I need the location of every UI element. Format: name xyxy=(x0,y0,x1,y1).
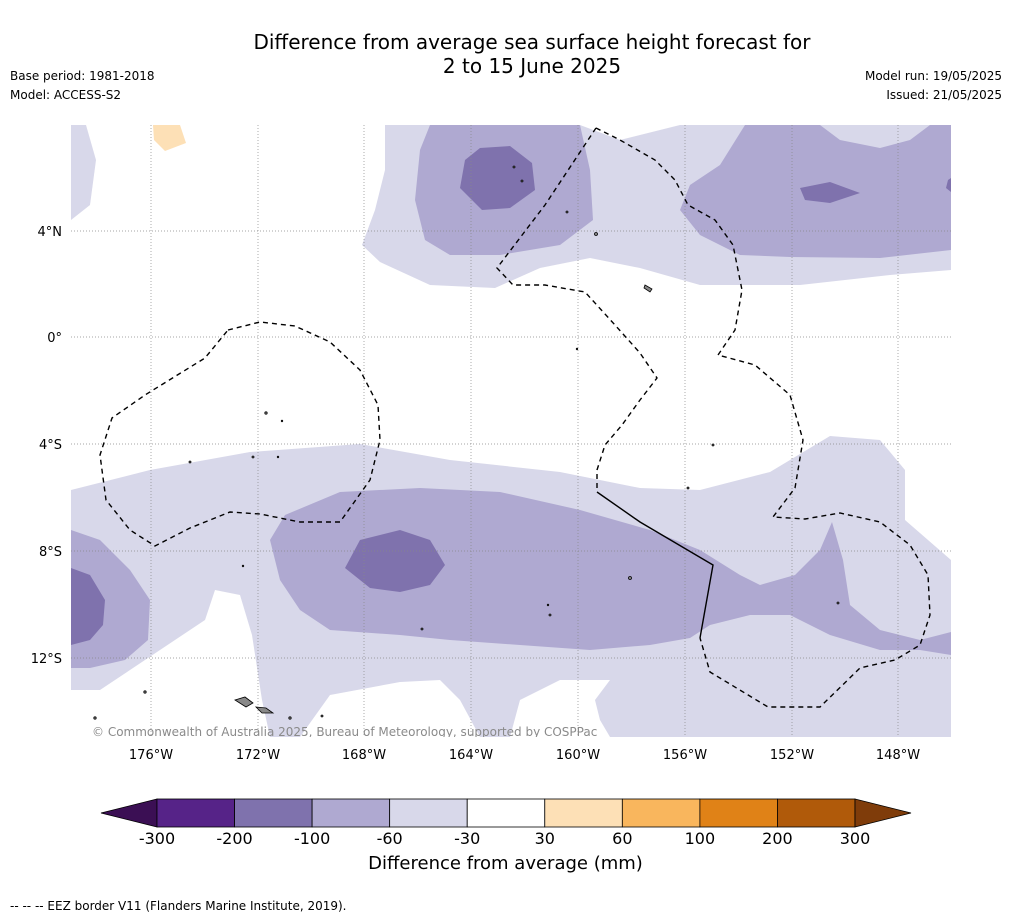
colorbar-segment xyxy=(777,798,856,828)
footer-note: -- -- -- EEZ border V11 (Flanders Marine… xyxy=(10,899,347,913)
lon-label: 164°W xyxy=(449,748,493,763)
lat-label: 0° xyxy=(47,331,62,346)
islands xyxy=(93,165,840,720)
lon-label: 152°W xyxy=(770,748,814,763)
colorbar-segment xyxy=(466,798,546,828)
colorbar-segment xyxy=(311,798,391,828)
colorbar-tick-label: -100 xyxy=(294,829,330,848)
colorbar-tick-label: -60 xyxy=(377,829,403,848)
title-line-2: 2 to 15 June 2025 xyxy=(442,54,622,78)
colorbar-tick-label: 200 xyxy=(762,829,793,848)
lon-label: 148°W xyxy=(876,748,920,763)
band-minus100 xyxy=(71,146,951,645)
lat-label: 4°N xyxy=(38,225,63,240)
map-area: © Commonwealth of Australia 2025, Bureau… xyxy=(71,125,951,739)
colorbar-tick-label: -300 xyxy=(139,829,175,848)
model-name: Model: ACCESS-S2 xyxy=(10,88,122,102)
lon-label: 156°W xyxy=(663,748,707,763)
lon-label: 168°W xyxy=(342,748,386,763)
lon-label: 172°W xyxy=(236,748,280,763)
eez-solid xyxy=(596,491,714,639)
colorbar-title: Difference from average (mm) xyxy=(368,853,643,874)
meta-left: Base period: 1981-2018 Model: ACCESS-S2 xyxy=(10,67,155,105)
issued-date: Issued: 21/05/2025 xyxy=(886,88,1002,102)
copyright-note: © Commonwealth of Australia 2025, Bureau… xyxy=(92,725,597,739)
lat-label: 12°S xyxy=(31,652,62,667)
lon-label: 160°W xyxy=(556,748,600,763)
colorbar xyxy=(100,798,912,828)
colorbar-ticks: -300 -200 -100 -60 -30 30 60 100 200 300 xyxy=(139,829,870,848)
colorbar-extend-low xyxy=(100,798,158,828)
colorbar-segment xyxy=(156,798,235,828)
latitude-labels: 4°N 0° 4°S 8°S 12°S xyxy=(31,225,62,667)
colorbar-tick-label: 30 xyxy=(535,829,555,848)
chart-title: Difference from average sea surface heig… xyxy=(0,30,1011,78)
colorbar-tick-label: -30 xyxy=(454,829,480,848)
colorbar-segment xyxy=(621,798,701,828)
colorbar-tick-label: 60 xyxy=(612,829,632,848)
meta-right: Model run: 19/05/2025 Issued: 21/05/2025 xyxy=(865,67,1002,105)
lat-label: 8°S xyxy=(39,545,62,560)
longitude-labels: 176°W 172°W 168°W 164°W 160°W 156°W 152°… xyxy=(129,748,920,763)
band-plus30 xyxy=(153,125,186,151)
colorbar-segment xyxy=(699,798,778,828)
colorbar-tick-label: 300 xyxy=(840,829,871,848)
colorbar-segment xyxy=(234,798,313,828)
colorbar-segment xyxy=(544,798,623,828)
graticule xyxy=(71,125,951,737)
lat-label: 4°S xyxy=(39,438,62,453)
colorbar-extend-high xyxy=(854,798,912,828)
model-run: Model run: 19/05/2025 xyxy=(864,69,1002,83)
colorbar-tick-label: 100 xyxy=(685,829,716,848)
title-line-1: Difference from average sea surface heig… xyxy=(253,30,811,54)
lon-label: 176°W xyxy=(129,748,173,763)
colorbar-tick-label: -200 xyxy=(216,829,252,848)
base-period: Base period: 1981-2018 xyxy=(10,69,155,83)
colorbar-segment xyxy=(389,798,468,828)
eez-borders xyxy=(99,127,931,708)
